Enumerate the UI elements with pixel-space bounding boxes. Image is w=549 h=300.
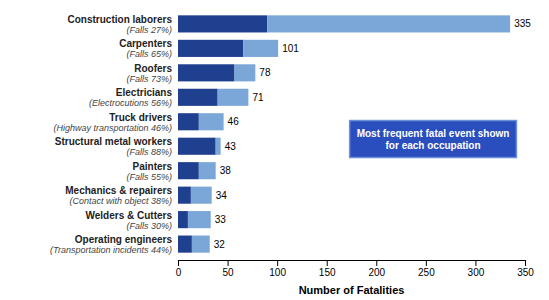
tick-mark bbox=[327, 260, 328, 266]
x-axis-title: Number of Fatalities bbox=[299, 284, 405, 296]
tick: 350 bbox=[517, 260, 534, 278]
data-labels: 335 101 78 71 46 43 38 34 33 32 bbox=[214, 18, 532, 249]
category-note: (Falls 55%) bbox=[126, 172, 172, 182]
bar bbox=[267, 15, 510, 32]
bar bbox=[191, 187, 212, 204]
data-label: 46 bbox=[228, 116, 240, 127]
category-note: (Falls 27%) bbox=[126, 25, 172, 35]
bar bbox=[243, 40, 278, 57]
chart: 0 50 100 150 200 250 300 350 Construction labore… bbox=[0, 0, 549, 300]
bar bbox=[192, 236, 210, 253]
bar bbox=[178, 113, 199, 130]
tick: 200 bbox=[368, 260, 385, 278]
category-label: Mechanics & repairers bbox=[65, 185, 172, 196]
tick-label: 0 bbox=[176, 267, 182, 278]
data-label: 38 bbox=[220, 165, 232, 176]
tick: 100 bbox=[269, 260, 286, 278]
x-axis: 0 50 100 150 200 250 300 350 bbox=[176, 260, 535, 278]
tick: 250 bbox=[418, 260, 435, 278]
bar bbox=[178, 187, 191, 204]
tick-label: 300 bbox=[468, 267, 485, 278]
data-label: 101 bbox=[282, 43, 299, 54]
category-label: Operating engineers bbox=[75, 234, 173, 245]
data-label: 335 bbox=[514, 18, 531, 29]
tick-label: 350 bbox=[517, 267, 534, 278]
tick-label: 200 bbox=[368, 267, 385, 278]
data-label: 34 bbox=[216, 190, 228, 201]
category-note: (Falls 30%) bbox=[126, 221, 172, 231]
tick: 50 bbox=[223, 260, 235, 278]
tick-mark bbox=[277, 260, 278, 266]
bar bbox=[199, 113, 224, 130]
data-label: 71 bbox=[252, 92, 264, 103]
bar bbox=[178, 236, 192, 253]
data-label: 32 bbox=[214, 239, 226, 250]
annotation-box bbox=[350, 121, 517, 158]
category-label: Truck drivers bbox=[109, 112, 172, 123]
bar bbox=[178, 162, 199, 179]
category-note: (Electrocutions 56%) bbox=[89, 98, 172, 108]
category-note: (Transportation incidents 44%) bbox=[50, 245, 172, 255]
tick-label: 100 bbox=[269, 267, 286, 278]
tick-mark bbox=[178, 260, 179, 266]
bar bbox=[178, 89, 218, 106]
annotation-text: Most frequent fatal event shownfor each … bbox=[357, 128, 510, 151]
data-label: 78 bbox=[259, 67, 271, 78]
category-label: Construction laborers bbox=[68, 14, 173, 25]
tick-mark bbox=[228, 260, 229, 266]
category-label: Welders & Cutters bbox=[85, 210, 172, 221]
bar bbox=[178, 40, 243, 57]
category-label: Structural metal workers bbox=[55, 136, 173, 147]
bar bbox=[178, 64, 235, 81]
data-label: 33 bbox=[215, 214, 227, 225]
bars bbox=[178, 15, 510, 252]
plot: 0 50 100 150 200 250 300 350 Construction labore… bbox=[50, 14, 534, 278]
tick-mark bbox=[525, 260, 526, 266]
annotation: Most frequent fatal event shownfor each … bbox=[350, 121, 517, 158]
tick-label: 150 bbox=[319, 267, 336, 278]
bar bbox=[178, 138, 216, 155]
tick: 300 bbox=[468, 260, 485, 278]
tick-label: 250 bbox=[418, 267, 435, 278]
bar bbox=[178, 15, 267, 32]
category-label: Painters bbox=[133, 161, 173, 172]
category-label: Roofers bbox=[134, 63, 172, 74]
tick-mark bbox=[426, 260, 427, 266]
category-labels: Construction laborers(Falls 27%) Carpente… bbox=[50, 14, 172, 255]
category-note: (Falls 88%) bbox=[126, 147, 172, 157]
bar bbox=[235, 64, 256, 81]
bar bbox=[216, 138, 221, 155]
category-note: (Falls 73%) bbox=[126, 74, 172, 84]
category-note: (Falls 65%) bbox=[126, 49, 172, 59]
tick-mark bbox=[376, 260, 377, 266]
tick: 150 bbox=[319, 260, 336, 278]
data-label: 43 bbox=[225, 141, 237, 152]
category-label: Carpenters bbox=[119, 38, 172, 49]
bar bbox=[178, 211, 188, 228]
bar bbox=[188, 211, 211, 228]
axis-line bbox=[179, 261, 526, 267]
tick: 0 bbox=[176, 260, 182, 278]
tick-mark bbox=[475, 260, 476, 266]
tick-label: 50 bbox=[223, 267, 235, 278]
bar bbox=[199, 162, 216, 179]
bar bbox=[218, 89, 249, 106]
category-note: (Contact with object 38%) bbox=[69, 196, 172, 206]
category-note: (Highway transportation 46%) bbox=[53, 123, 172, 133]
category-label: Electricians bbox=[116, 87, 173, 98]
